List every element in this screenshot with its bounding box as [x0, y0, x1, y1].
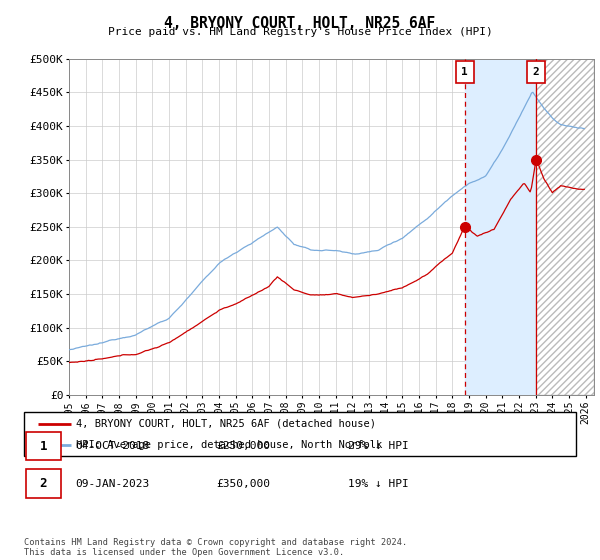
Bar: [536, 59, 594, 395]
Text: Contains HM Land Registry data © Crown copyright and database right 2024.
This d: Contains HM Land Registry data © Crown c…: [24, 538, 407, 557]
FancyBboxPatch shape: [455, 62, 474, 83]
Text: £250,000: £250,000: [216, 441, 270, 451]
FancyBboxPatch shape: [24, 412, 576, 456]
Text: 1: 1: [461, 67, 468, 77]
Bar: [536, 59, 594, 395]
Text: 19% ↓ HPI: 19% ↓ HPI: [348, 479, 409, 488]
FancyBboxPatch shape: [527, 62, 545, 83]
Bar: [465, 59, 536, 395]
Text: 04-OCT-2018: 04-OCT-2018: [75, 441, 149, 451]
FancyBboxPatch shape: [26, 469, 61, 498]
Text: 4, BRYONY COURT, HOLT, NR25 6AF (detached house): 4, BRYONY COURT, HOLT, NR25 6AF (detache…: [76, 419, 376, 429]
Text: 4, BRYONY COURT, HOLT, NR25 6AF: 4, BRYONY COURT, HOLT, NR25 6AF: [164, 16, 436, 31]
FancyBboxPatch shape: [26, 432, 61, 460]
Text: 09-JAN-2023: 09-JAN-2023: [75, 479, 149, 488]
Text: 1: 1: [40, 440, 47, 452]
Text: £350,000: £350,000: [216, 479, 270, 488]
Text: Price paid vs. HM Land Registry's House Price Index (HPI): Price paid vs. HM Land Registry's House …: [107, 27, 493, 37]
Text: HPI: Average price, detached house, North Norfolk: HPI: Average price, detached house, Nort…: [76, 440, 383, 450]
Text: 2: 2: [40, 477, 47, 490]
Text: 2: 2: [533, 67, 539, 77]
Text: 29% ↓ HPI: 29% ↓ HPI: [348, 441, 409, 451]
